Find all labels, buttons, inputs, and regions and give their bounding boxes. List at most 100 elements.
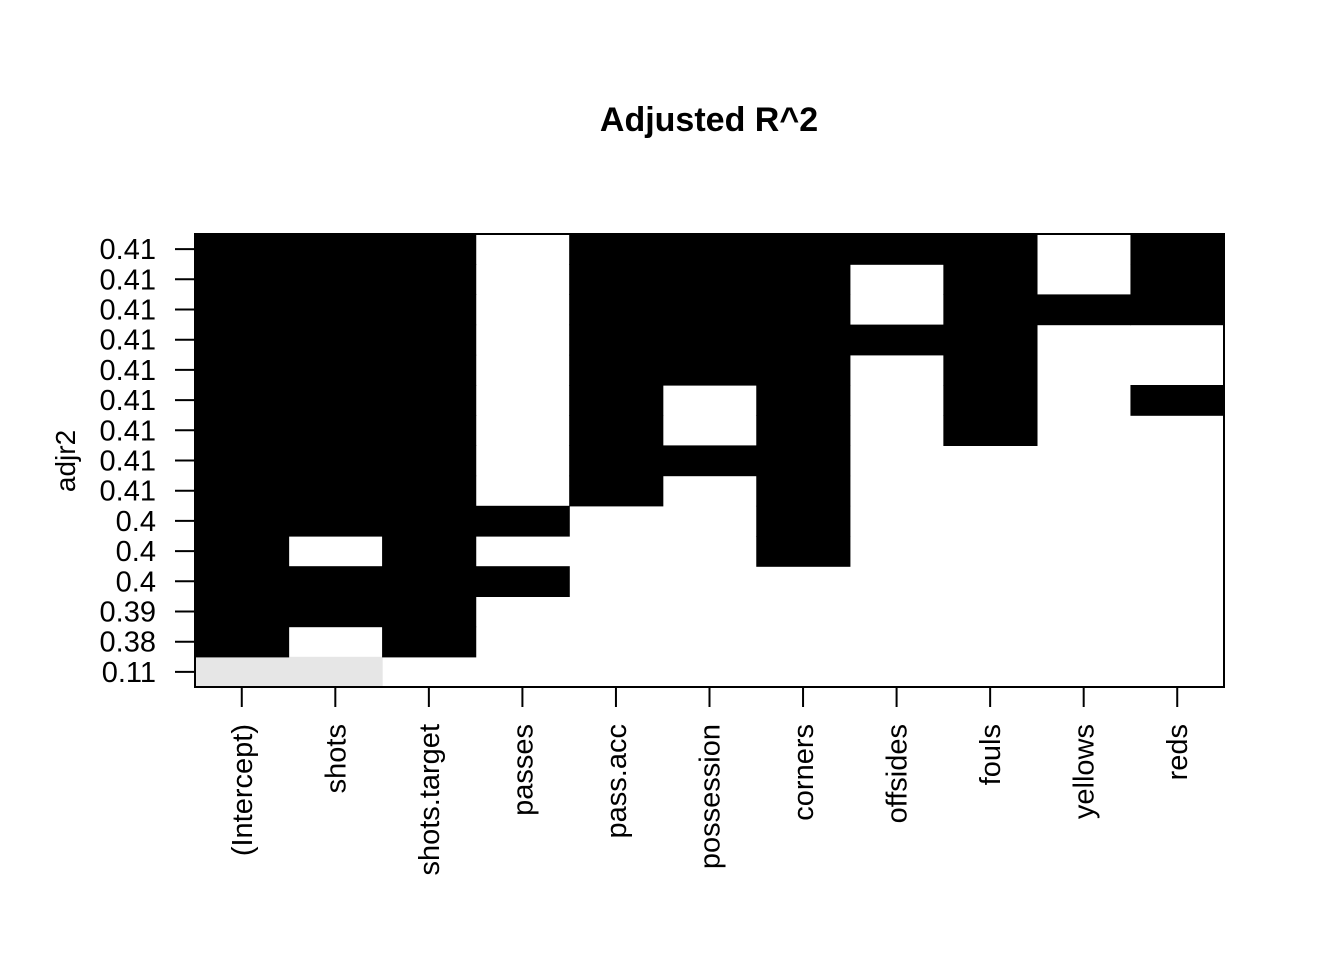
- heatmap-cell: [1036, 294, 1132, 326]
- heatmap-cell: [288, 505, 383, 537]
- heatmap-cell: [569, 264, 664, 295]
- heatmap-cell: [382, 505, 477, 537]
- heatmap-cell: [288, 656, 383, 688]
- heatmap-cell: [756, 234, 851, 265]
- heatmap-cell: [288, 354, 383, 386]
- heatmap-cells: [195, 234, 1225, 688]
- heatmap-cell: [195, 324, 290, 356]
- heatmap-cell: [195, 354, 290, 386]
- heatmap-cell: [662, 234, 757, 265]
- heatmap-cell: [195, 656, 290, 688]
- heatmap-cell: [943, 385, 1038, 416]
- heatmap-cell: [382, 324, 477, 356]
- y-tick-label: 0.38: [100, 627, 156, 659]
- heatmap-cell: [288, 324, 383, 356]
- x-tick-label: (Intercept): [227, 724, 259, 856]
- heatmap-cell: [1130, 294, 1225, 326]
- heatmap-cell: [288, 264, 383, 295]
- heatmap-cell: [288, 596, 383, 628]
- x-tick-label: possession: [695, 724, 727, 869]
- x-tick-label: pass.acc: [601, 724, 633, 838]
- heatmap-cell: [943, 354, 1038, 386]
- y-tick-label: 0.41: [100, 415, 156, 447]
- heatmap-cell: [756, 445, 851, 477]
- heatmap-cell: [382, 475, 477, 507]
- heatmap-cell: [569, 234, 664, 265]
- heatmap-cell: [569, 294, 664, 326]
- heatmap-cell: [288, 415, 383, 446]
- y-axis: 0.110.380.390.40.40.40.410.410.410.410.4…: [100, 234, 195, 689]
- y-tick-label: 0.41: [100, 295, 156, 327]
- heatmap-cell: [195, 475, 290, 507]
- y-axis-label: adjr2: [50, 430, 81, 492]
- heatmap-cell: [943, 324, 1038, 356]
- heatmap-cell: [382, 626, 477, 658]
- heatmap-cell: [943, 294, 1038, 326]
- heatmap-cell: [195, 626, 290, 658]
- heatmap-cell: [1130, 385, 1225, 416]
- heatmap-cell: [662, 445, 757, 477]
- heatmap-cell: [382, 566, 477, 597]
- x-tick-label: offsides: [882, 724, 914, 823]
- y-tick-label: 0.4: [116, 566, 156, 598]
- heatmap-cell: [382, 415, 477, 446]
- y-tick-label: 0.41: [100, 325, 156, 357]
- heatmap-cell: [849, 324, 944, 356]
- heatmap-cell: [382, 536, 477, 567]
- y-tick-label: 0.41: [100, 385, 156, 417]
- heatmap-cell: [756, 385, 851, 416]
- heatmap-cell: [569, 475, 664, 507]
- heatmap-cell: [288, 445, 383, 477]
- heatmap-cell: [569, 445, 664, 477]
- heatmap-cell: [662, 264, 757, 295]
- heatmap-cell: [1130, 264, 1225, 295]
- heatmap-cell: [195, 264, 290, 295]
- y-tick-label: 0.41: [100, 264, 156, 296]
- heatmap-cell: [662, 354, 757, 386]
- x-tick-label: corners: [788, 724, 820, 821]
- y-tick-label: 0.41: [100, 355, 156, 387]
- heatmap-cell: [849, 234, 944, 265]
- heatmap-cell: [475, 566, 570, 597]
- y-tick-label: 0.39: [100, 597, 156, 629]
- heatmap-cell: [569, 415, 664, 446]
- heatmap-cell: [195, 596, 290, 628]
- heatmap-cell: [475, 505, 570, 537]
- heatmap-cell: [943, 415, 1038, 446]
- x-tick-label: shots: [320, 724, 352, 793]
- heatmap-cell: [756, 415, 851, 446]
- heatmap-cell: [382, 445, 477, 477]
- y-tick-label: 0.4: [116, 506, 156, 538]
- heatmap-cell: [569, 354, 664, 386]
- heatmap-cell: [756, 475, 851, 507]
- x-tick-label: yellows: [1069, 724, 1101, 819]
- heatmap-cell: [569, 385, 664, 416]
- y-tick-label: 0.4: [116, 536, 156, 568]
- heatmap-cell: [382, 596, 477, 628]
- y-tick-label: 0.41: [100, 234, 156, 266]
- heatmap-cell: [756, 294, 851, 326]
- heatmap-cell: [569, 324, 664, 356]
- heatmap-cell: [195, 234, 290, 265]
- heatmap-cell: [288, 385, 383, 416]
- heatmap-cell: [195, 505, 290, 537]
- heatmap-cell: [382, 354, 477, 386]
- heatmap-cell: [195, 566, 290, 597]
- heatmap-cell: [195, 445, 290, 477]
- heatmap-cell: [382, 264, 477, 295]
- x-tick-label: reds: [1162, 724, 1194, 780]
- heatmap-cell: [382, 294, 477, 326]
- x-tick-label: fouls: [975, 724, 1007, 785]
- heatmap-cell: [756, 264, 851, 295]
- y-tick-label: 0.41: [100, 446, 156, 478]
- heatmap-cell: [943, 234, 1038, 265]
- heatmap-cell: [288, 475, 383, 507]
- y-tick-label: 0.11: [102, 657, 156, 689]
- heatmap-cell: [756, 324, 851, 356]
- x-axis: (Intercept) shots shots.target passes pass.a…: [227, 687, 1194, 876]
- heatmap-cell: [1130, 234, 1225, 265]
- heatmap-cell: [195, 294, 290, 326]
- heatmap-cell: [662, 294, 757, 326]
- heatmap-cell: [288, 566, 383, 597]
